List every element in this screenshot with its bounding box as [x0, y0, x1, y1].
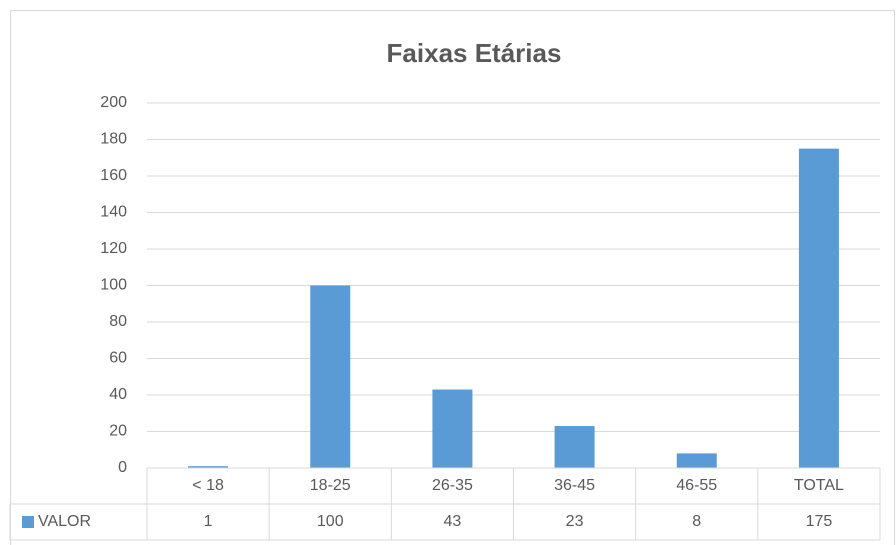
- x-tick-label: 46-55: [676, 477, 717, 494]
- y-tick-label: 60: [109, 350, 127, 367]
- y-tick-label: 20: [109, 423, 127, 440]
- table-value: 23: [566, 513, 584, 530]
- bar: [798, 148, 839, 468]
- y-tick-label: 0: [118, 459, 127, 476]
- y-tick-label: 180: [100, 131, 127, 148]
- y-tick-label: 140: [100, 204, 127, 221]
- bar: [676, 453, 717, 468]
- y-tick-label: 40: [109, 386, 127, 403]
- x-tick-label: < 18: [192, 477, 224, 494]
- bar: [310, 285, 351, 468]
- y-tick-label: 120: [100, 240, 127, 257]
- y-tick-label: 100: [100, 277, 127, 294]
- x-tick-label: 18-25: [310, 477, 351, 494]
- table-value: 43: [444, 513, 462, 530]
- bar: [188, 466, 229, 468]
- x-tick-label: TOTAL: [794, 477, 844, 494]
- bar: [432, 389, 473, 468]
- x-tick-label: 26-35: [432, 477, 473, 494]
- table-value: 175: [806, 513, 833, 530]
- table-value: 1: [204, 513, 213, 530]
- bar: [554, 426, 595, 468]
- x-tick-label: 36-45: [554, 477, 595, 494]
- table-value: 100: [317, 513, 344, 530]
- y-tick-label: 160: [100, 167, 127, 184]
- legend-key: [22, 516, 34, 528]
- chart-title: Faixas Etárias: [387, 38, 562, 68]
- table-value: 8: [692, 513, 701, 530]
- legend-label: VALOR: [38, 513, 91, 530]
- y-tick-label: 200: [100, 94, 127, 111]
- y-tick-label: 80: [109, 313, 127, 330]
